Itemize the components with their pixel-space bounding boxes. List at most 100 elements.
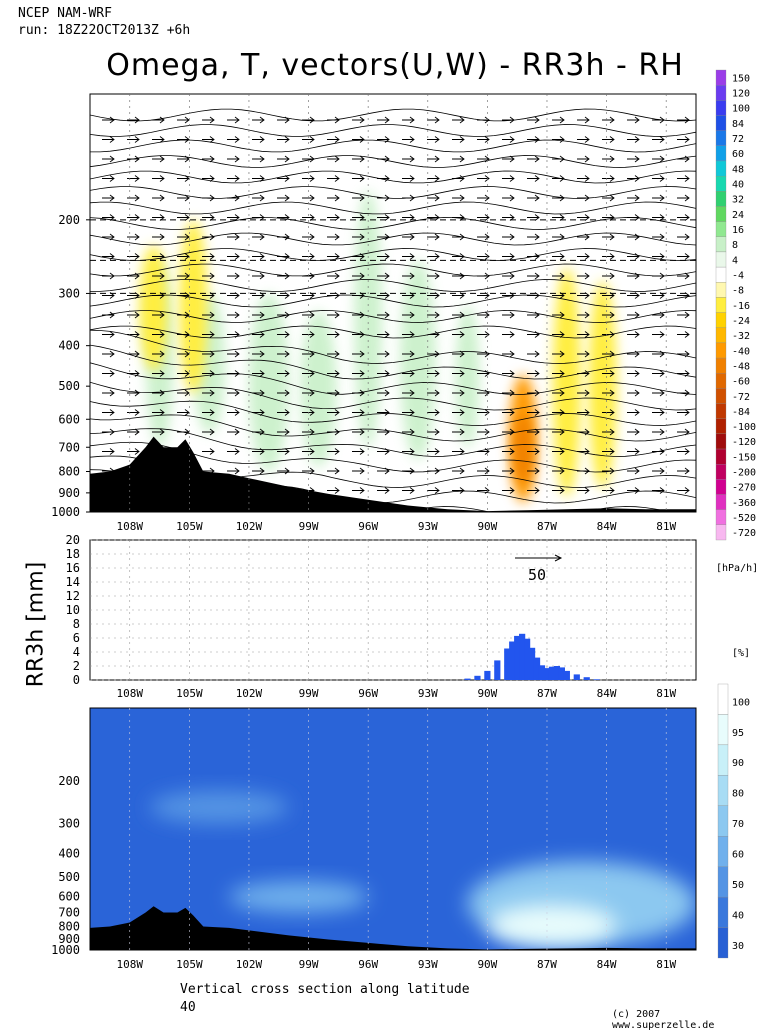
wind-vector: [552, 155, 565, 163]
wind-vector: [502, 136, 515, 143]
rr3h-bar: [558, 667, 565, 680]
vector-scale-label: 50: [528, 566, 546, 584]
omega-colorbar-label: -120: [732, 437, 756, 448]
wind-vector: [452, 389, 465, 397]
wind-vector: [302, 214, 315, 221]
wind-vector: [452, 155, 465, 163]
wind-vector: [602, 233, 615, 241]
omega-colorbar-swatch: [715, 85, 727, 101]
wind-vector: [252, 370, 265, 377]
omega-colorbar-label: -48: [732, 361, 750, 372]
wind-vector: [352, 467, 365, 475]
wind-vector: [302, 194, 315, 202]
temperature-contour: [90, 279, 696, 292]
pressure-tick-label: 400: [58, 339, 80, 353]
wind-vector: [227, 233, 240, 241]
omega-colorbar-label: 150: [732, 73, 750, 84]
wind-vector: [527, 370, 540, 377]
wind-vector: [627, 272, 640, 280]
omega-colorbar-label: -8: [732, 286, 744, 297]
rh-colorbar-label: 30: [732, 941, 744, 952]
rr3h-bar: [583, 677, 590, 680]
rh-longitude-label: 90W: [477, 958, 497, 971]
wind-vector: [627, 214, 640, 221]
temperature-contour: [90, 294, 696, 308]
rr3h-tick-label: 20: [66, 533, 80, 547]
wind-vector: [277, 175, 290, 182]
wind-vector: [277, 214, 290, 221]
rh-pressure-tick-label: 800: [58, 920, 80, 934]
longitude-tick-label: 108W: [116, 520, 143, 533]
wind-vector: [202, 428, 215, 436]
omega-colorbar-swatch: [715, 479, 727, 495]
wind-vector: [252, 175, 265, 182]
wind-vector: [652, 136, 665, 143]
wind-vector: [402, 272, 415, 280]
wind-vector: [227, 272, 240, 280]
wind-vector: [502, 311, 515, 319]
rr3h-longitude-label: 90W: [477, 687, 497, 700]
omega-colorbar-swatch: [715, 312, 727, 328]
wind-vector: [252, 331, 265, 338]
wind-vector: [377, 175, 390, 182]
wind-vector: [527, 214, 540, 221]
wind-vector: [502, 116, 515, 124]
rr3h-bar: [464, 678, 471, 680]
wind-vector: [627, 155, 640, 163]
rh-longitude-label: 105W: [176, 958, 203, 971]
wind-vector: [602, 428, 615, 436]
omega-colorbar-swatch: [715, 403, 727, 419]
wind-vector: [402, 409, 415, 416]
wind-vector: [227, 467, 240, 475]
temperature-contour: [90, 155, 696, 168]
wind-vector: [102, 116, 115, 124]
wind-vector: [327, 428, 340, 436]
wind-vector: [102, 428, 115, 436]
omega-colorbar-swatch: [715, 266, 727, 283]
wind-vector: [677, 350, 690, 358]
rh-colorbar-label: 80: [732, 789, 744, 800]
rr3h-bar: [573, 674, 580, 680]
rr3h-bar: [543, 668, 551, 680]
wind-vector: [477, 175, 490, 182]
wind-vector: [552, 214, 565, 221]
wind-vector: [627, 233, 640, 241]
wind-vector: [252, 116, 265, 124]
rh-pressure-tick-label: 200: [58, 774, 80, 788]
wind-vector: [502, 467, 515, 475]
wind-vector: [502, 370, 515, 377]
wind-vector: [602, 311, 615, 319]
wind-vector: [402, 311, 415, 319]
wind-vector: [377, 370, 390, 377]
wind-vector: [652, 233, 665, 241]
wind-vector: [102, 136, 115, 143]
omega-colorbar-label: -24: [732, 316, 750, 327]
wind-vector: [427, 487, 440, 494]
omega-colorbar-label: 120: [732, 89, 750, 100]
wind-vector: [402, 253, 415, 260]
wind-vector: [202, 389, 215, 397]
wind-vector: [352, 233, 365, 241]
omega-colorbar-label: -520: [732, 513, 756, 524]
wind-vector: [652, 487, 665, 494]
wind-vector: [452, 331, 465, 338]
wind-vector: [477, 253, 490, 260]
wind-vector: [502, 253, 515, 260]
wind-vector: [102, 214, 115, 221]
wind-vector: [577, 233, 590, 241]
wind-vector: [152, 409, 165, 416]
temperature-contour: [90, 428, 696, 457]
wind-vector: [352, 253, 365, 260]
wind-vector: [327, 350, 340, 358]
wind-vector: [552, 175, 565, 182]
wind-vector: [177, 214, 190, 221]
wind-vector: [102, 292, 115, 299]
wind-vector: [102, 370, 115, 377]
sinking-motion-zone: [248, 293, 289, 472]
wind-vector: [477, 272, 490, 280]
wind-vector: [677, 155, 690, 163]
wind-vector: [202, 272, 215, 280]
wind-vector: [627, 116, 640, 124]
wind-vector: [602, 272, 615, 280]
wind-vector: [177, 389, 190, 397]
